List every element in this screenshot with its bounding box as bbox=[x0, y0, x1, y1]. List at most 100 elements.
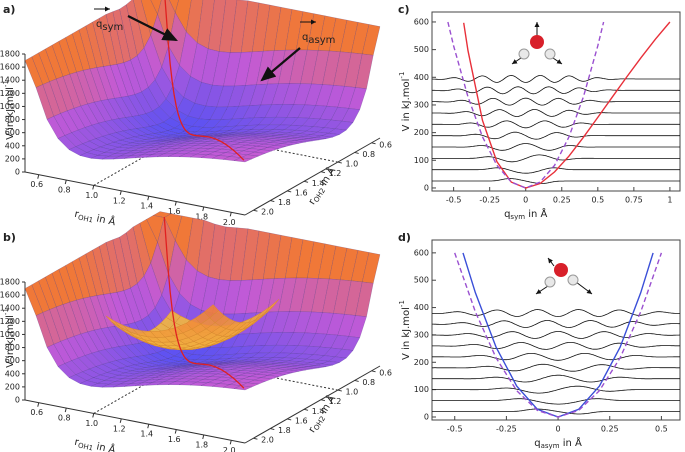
label-part: r bbox=[73, 209, 80, 221]
label-part: -1 bbox=[398, 72, 406, 79]
z-tick-label: 1400 bbox=[0, 76, 20, 85]
annotation-arrows bbox=[94, 6, 316, 82]
tick-mark bbox=[287, 418, 292, 421]
tick-mark bbox=[64, 179, 67, 185]
x-tick-label: 1.2 bbox=[113, 196, 126, 205]
axis-label: rOH1 in Å bbox=[73, 435, 117, 452]
label-part: r bbox=[307, 425, 319, 435]
label-part: in Å bbox=[525, 207, 547, 220]
panel-a: a) 0 200 400 600 800 1000 1200 1400 1600 1800 0.6 0.… bbox=[0, 0, 392, 228]
axis-line bbox=[244, 365, 381, 444]
tick-mark bbox=[92, 185, 95, 190]
plot-area bbox=[432, 21, 680, 189]
x-tick-label: 1.0 bbox=[85, 191, 98, 200]
energy-level bbox=[432, 120, 680, 129]
y-tick-label: 300 bbox=[414, 330, 429, 339]
x-tick-label: 1.4 bbox=[140, 430, 153, 439]
y-tick-label: 1.4 bbox=[312, 179, 325, 188]
label-part: -1 bbox=[2, 308, 10, 315]
energy-level bbox=[432, 398, 680, 405]
z-tick-label: 400 bbox=[5, 369, 20, 378]
x-tick-label: 0.5 bbox=[591, 196, 604, 205]
tick-mark bbox=[64, 407, 67, 413]
tick-mark bbox=[270, 200, 275, 203]
potential-curve bbox=[463, 21, 671, 189]
y-tick-label: 0 bbox=[424, 183, 429, 192]
label-part: -1 bbox=[398, 300, 406, 307]
tick-mark bbox=[303, 180, 309, 183]
y-tick-label: 1.0 bbox=[345, 160, 358, 169]
molecule-icon bbox=[511, 22, 563, 65]
tick-mark bbox=[92, 413, 95, 418]
y-tick-label: 1.0 bbox=[345, 388, 358, 397]
energy-level bbox=[432, 143, 680, 151]
axis-label: V in kJ.mol-1 bbox=[2, 308, 16, 368]
y-tick-label: 400 bbox=[414, 303, 429, 312]
x-tick-label: 1 bbox=[667, 196, 672, 205]
label-part: in Å bbox=[92, 439, 117, 452]
sym-path bbox=[164, 0, 245, 161]
energy-level bbox=[432, 320, 680, 328]
y-tick-label: 500 bbox=[414, 45, 429, 54]
tick-mark bbox=[174, 429, 177, 434]
potential-curve bbox=[462, 252, 654, 418]
panel-d: d) 0 100 200 300 400 500 600 -0.5 -0.25 0 0.25 0.5 V … bbox=[398, 231, 681, 450]
potential-curve bbox=[447, 21, 605, 189]
z-tick-label: 600 bbox=[5, 128, 20, 137]
x-tick-label: 1.8 bbox=[195, 440, 208, 449]
z-tick-label: 1400 bbox=[0, 304, 20, 313]
x-tick-label: 0.25 bbox=[601, 425, 619, 434]
x-tick-label: 0 bbox=[523, 196, 528, 205]
plot-frame bbox=[431, 239, 681, 421]
axis-label: V in kJ.mol-1 bbox=[398, 72, 412, 132]
panel-label: a) bbox=[3, 3, 15, 16]
energy-level bbox=[432, 385, 680, 394]
x-tick-label: 0 bbox=[556, 425, 561, 434]
panel-label: d) bbox=[398, 231, 411, 244]
panel-c: c) 0 100 200 300 400 500 600 -0.5 -0.25 0 0.25 0.5 0.… bbox=[398, 3, 681, 221]
annotation: qsym bbox=[96, 19, 123, 33]
x-tick-label: 0.6 bbox=[30, 180, 43, 189]
tick-mark bbox=[202, 434, 205, 440]
y-tick-label: 1.8 bbox=[278, 426, 291, 435]
label-part: OH1 bbox=[77, 214, 94, 225]
tick-mark bbox=[147, 424, 150, 429]
tick-mark bbox=[119, 190, 122, 195]
tick-mark bbox=[371, 142, 376, 145]
y-tick-label: 1.6 bbox=[295, 188, 308, 197]
x-tick-label: 0.25 bbox=[553, 196, 571, 205]
x-tick-label: 1.8 bbox=[195, 212, 208, 221]
z-tick-label: 1000 bbox=[0, 102, 20, 111]
y-tick-label: 100 bbox=[414, 156, 429, 165]
x-tick-label: 0.8 bbox=[58, 186, 71, 195]
axis-label: V in kJ.mol-1 bbox=[2, 80, 16, 140]
tick-mark bbox=[320, 171, 326, 174]
label-part: in Å bbox=[560, 436, 582, 449]
z-tick-label: 200 bbox=[5, 382, 20, 391]
tick-mark bbox=[253, 437, 258, 440]
tick-mark bbox=[202, 206, 205, 212]
energy-level bbox=[432, 167, 680, 174]
x-tick-label: 0.5 bbox=[655, 425, 668, 434]
label-part: q bbox=[504, 209, 510, 220]
axis-line bbox=[24, 399, 246, 444]
tick-mark bbox=[147, 196, 150, 201]
label-part: V in kJ.mol bbox=[401, 307, 412, 360]
y-tick-label: 1.6 bbox=[295, 416, 308, 425]
y-tick-label: 300 bbox=[414, 100, 429, 109]
y-tick-label: 600 bbox=[414, 17, 429, 26]
y-tick-label: 2.0 bbox=[261, 208, 274, 217]
tick-mark bbox=[174, 201, 177, 206]
energy-level bbox=[432, 154, 680, 163]
x-tick-label: -0.25 bbox=[479, 196, 500, 205]
x-tick-label: -0.5 bbox=[446, 196, 462, 205]
z-tick-label: 1800 bbox=[0, 50, 20, 59]
x-tick-label: 1.2 bbox=[113, 424, 126, 433]
x-tick-label: 0.75 bbox=[625, 196, 643, 205]
potential-curve bbox=[454, 252, 663, 418]
y-tick-label: 600 bbox=[414, 248, 429, 257]
energy-level bbox=[432, 97, 680, 106]
y-tick-label: 1.2 bbox=[329, 169, 342, 178]
axis-label: qasym in Å bbox=[534, 436, 582, 450]
